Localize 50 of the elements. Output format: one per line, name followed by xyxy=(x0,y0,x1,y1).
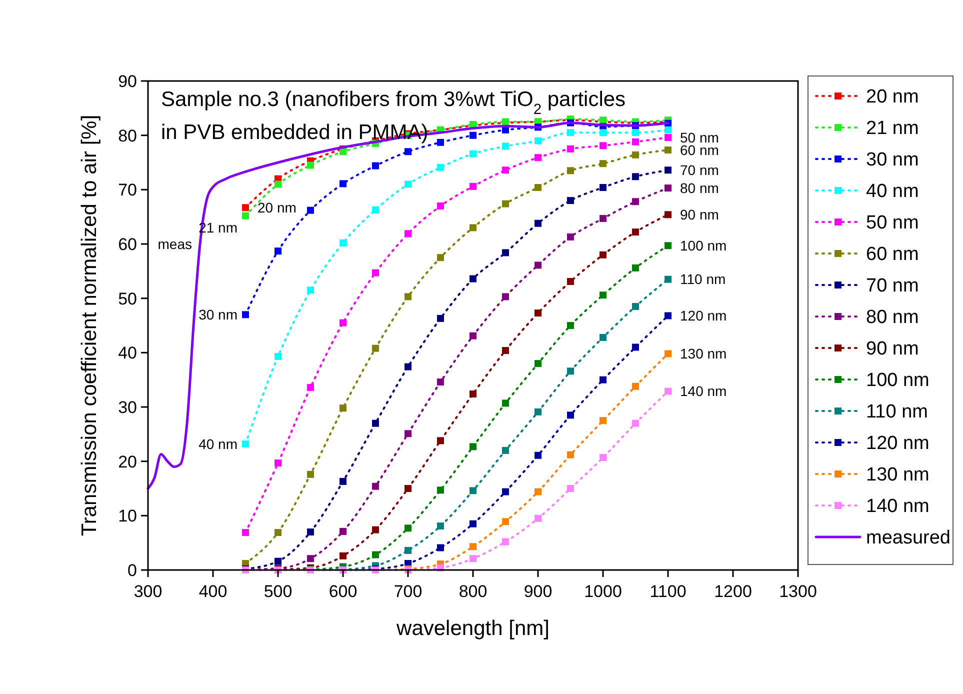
annotation: 70 nm xyxy=(680,162,719,178)
annotation: 120 nm xyxy=(680,308,727,324)
y-tick-label: 50 xyxy=(118,289,137,308)
legend-label: 40 nm xyxy=(866,181,919,202)
y-tick-label: 0 xyxy=(128,560,137,580)
y-axis-title: Transmission coefficient normalized to air [%] xyxy=(78,114,101,536)
legend-label: 90 nm xyxy=(866,338,919,360)
legend-label: 130 nm xyxy=(866,464,930,486)
x-tick-label: 600 xyxy=(328,582,358,601)
y-tick-label: 30 xyxy=(118,398,137,417)
legend-label: 30 nm xyxy=(866,150,919,171)
legend-label: 140 nm xyxy=(866,496,930,518)
y-tick-label: 90 xyxy=(118,72,137,91)
legend-label: 70 nm xyxy=(866,276,919,297)
annotation: 20 nm xyxy=(258,199,296,216)
x-tick-label: 300 xyxy=(134,582,162,601)
x-tick-label: 900 xyxy=(524,582,552,601)
x-tick-label: 500 xyxy=(264,582,292,601)
annotation: 30 nm xyxy=(198,306,238,323)
x-tick-label: 800 xyxy=(458,582,488,601)
annotation: 90 nm xyxy=(680,206,719,223)
annotation: 140 nm xyxy=(680,383,727,400)
legend-label: 20 nm xyxy=(866,86,919,108)
annotation: 130 nm xyxy=(680,346,727,362)
x-tick-label: 400 xyxy=(198,582,228,601)
legend-label: 110 nm xyxy=(866,402,928,423)
x-tick-label: 1100 xyxy=(650,582,686,601)
x-tick-label: 1300 xyxy=(779,582,817,601)
annotation: 100 nm xyxy=(680,238,727,254)
y-tick-label: 60 xyxy=(118,234,137,254)
legend-label: 50 nm xyxy=(866,212,919,234)
x-tick-label: 1000 xyxy=(584,582,622,601)
y-tick-label: 20 xyxy=(118,452,137,472)
x-tick-label: 700 xyxy=(394,582,422,601)
annotation: meas xyxy=(158,236,192,252)
legend-label: 120 nm xyxy=(866,433,930,454)
y-tick-label: 10 xyxy=(118,506,137,526)
annotation: 40 nm xyxy=(198,436,238,452)
x-axis-title: wavelength [nm] xyxy=(396,617,550,640)
legend-label: 80 nm xyxy=(866,307,919,328)
y-tick-label: 40 xyxy=(118,344,137,363)
y-tick-label: 70 xyxy=(118,180,137,200)
annotation: 80 nm xyxy=(680,180,719,196)
legend-label: 100 nm xyxy=(866,370,930,392)
y-tick-label: 80 xyxy=(118,126,137,146)
x-tick-label: 1200 xyxy=(714,582,752,601)
legend-label: 60 nm xyxy=(866,244,919,266)
annotation: 110 nm xyxy=(680,271,726,288)
legend-label: measured xyxy=(866,528,950,549)
legend-label: 21 nm xyxy=(866,118,919,140)
